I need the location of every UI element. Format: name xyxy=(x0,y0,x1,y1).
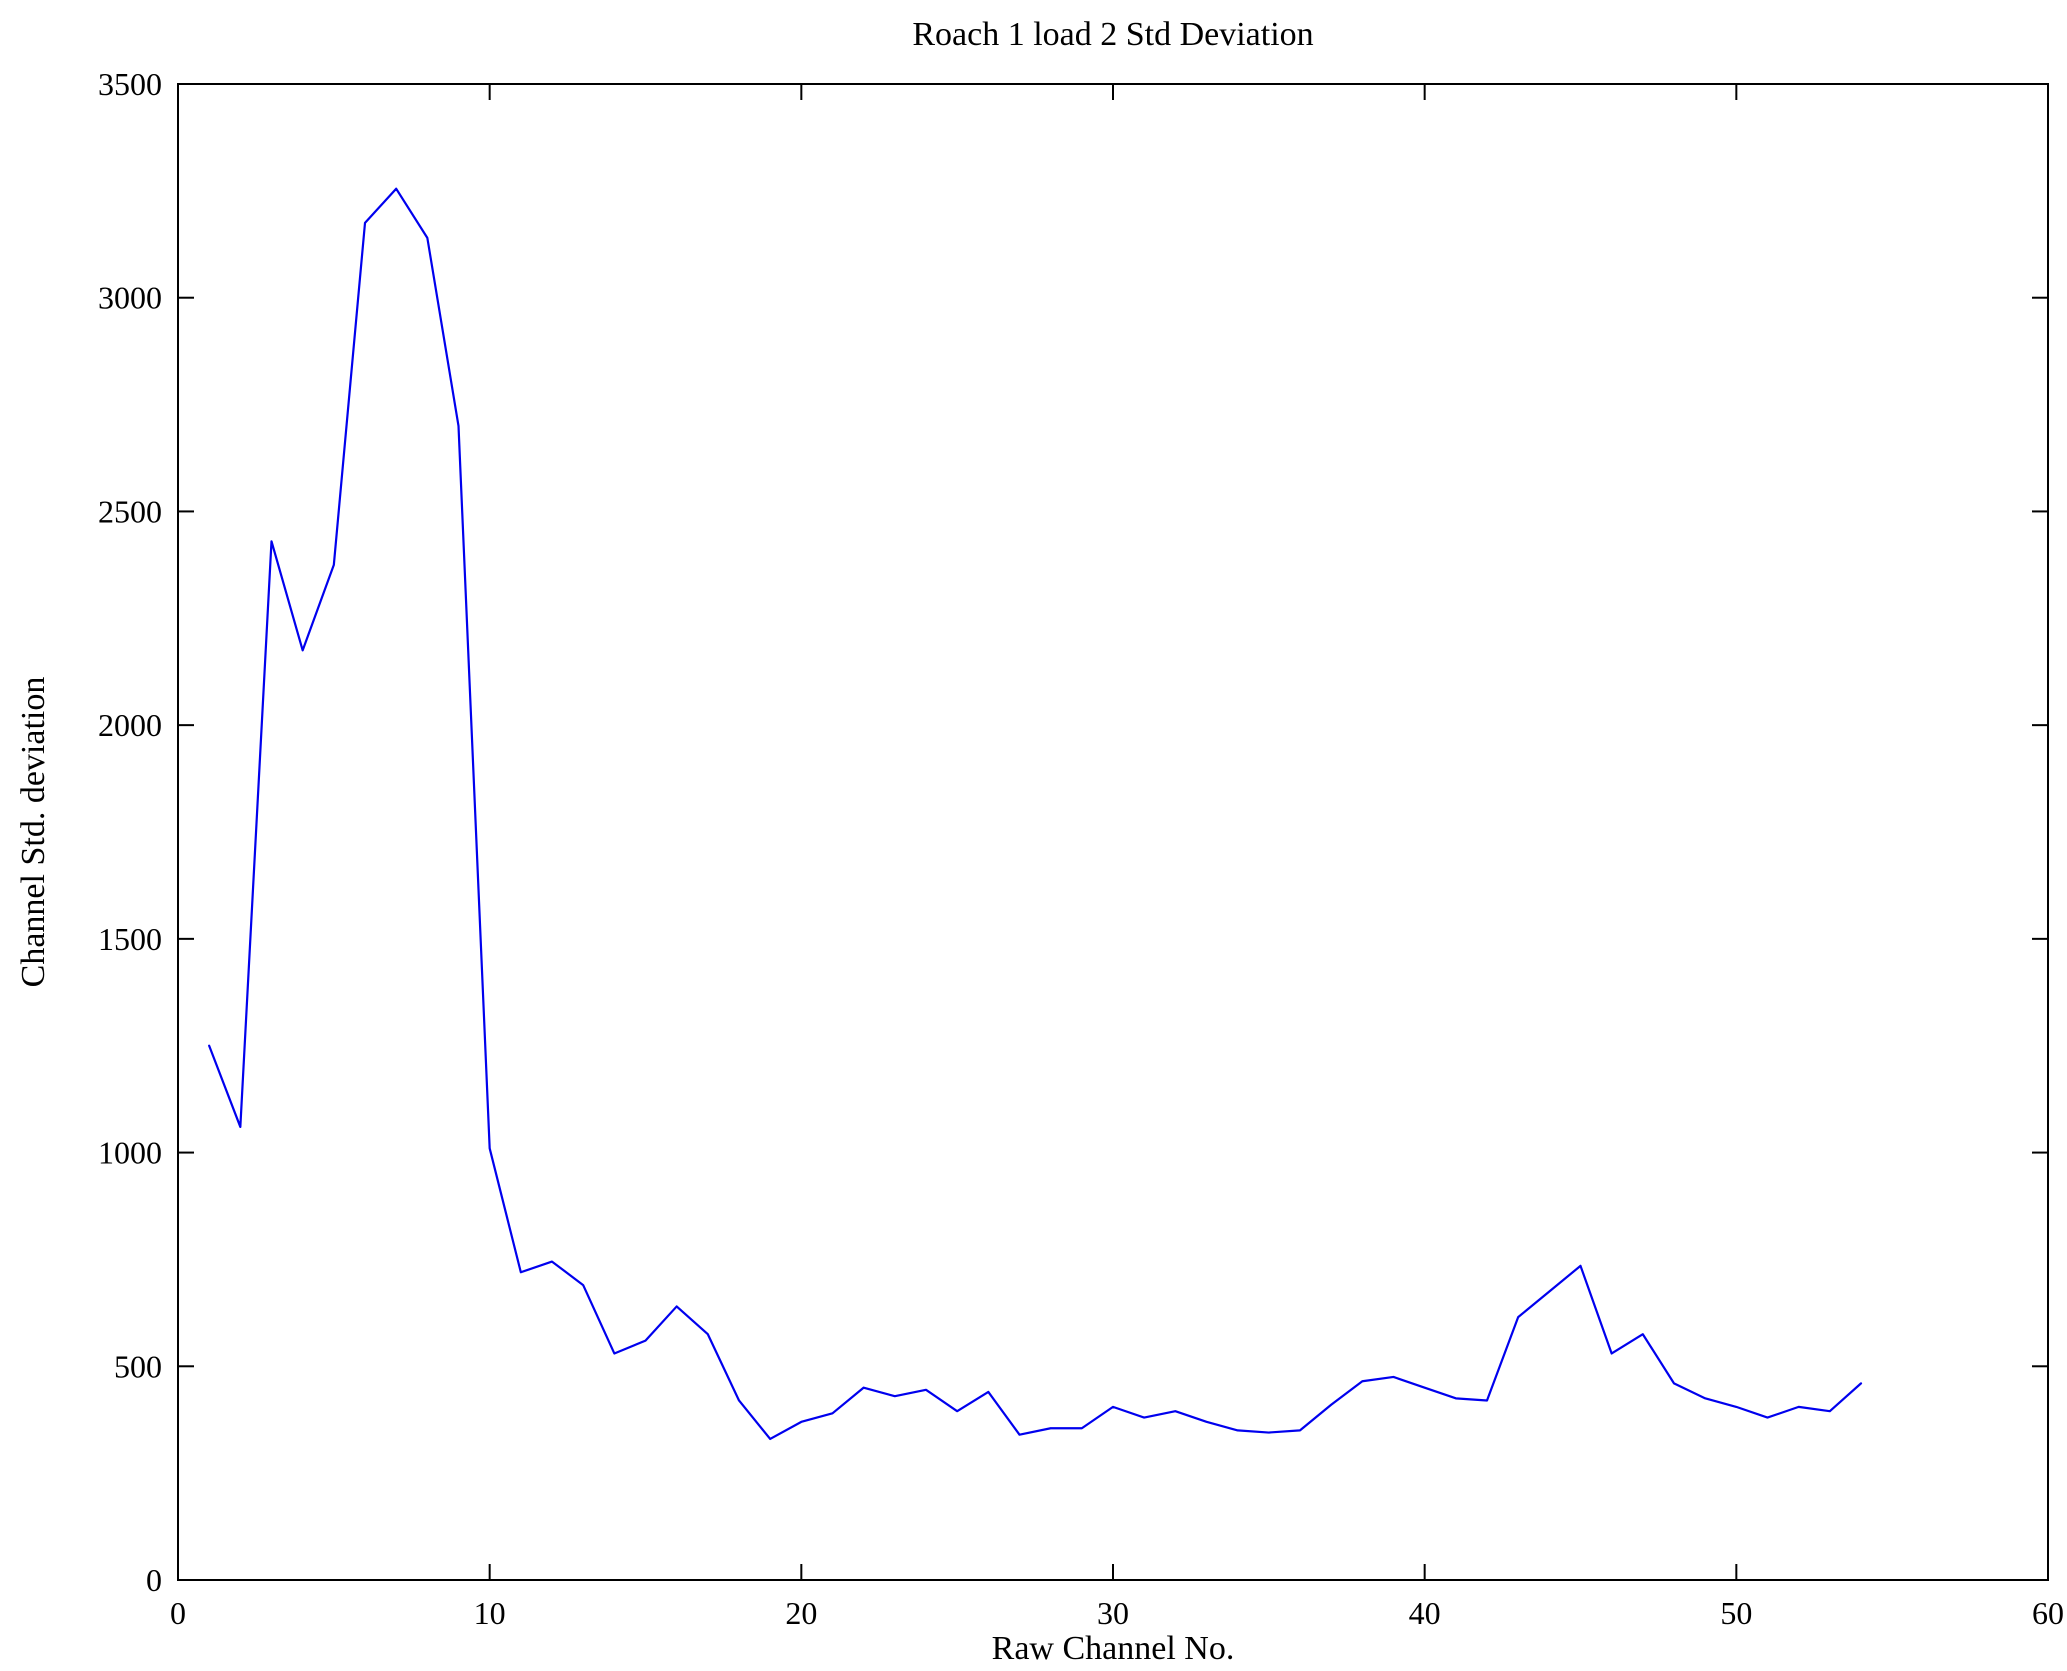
x-tick-label: 20 xyxy=(785,1595,817,1631)
y-tick-label: 1000 xyxy=(98,1135,162,1171)
x-tick-label: 0 xyxy=(170,1595,186,1631)
y-tick-label: 2000 xyxy=(98,707,162,743)
y-tick-label: 0 xyxy=(146,1562,162,1598)
y-tick-label: 3500 xyxy=(98,66,162,102)
x-tick-label: 60 xyxy=(2032,1595,2064,1631)
y-tick-label: 3000 xyxy=(98,280,162,316)
x-tick-label: 30 xyxy=(1097,1595,1129,1631)
axes-box xyxy=(177,83,2049,1581)
chart-title: Roach 1 load 2 Std Deviation xyxy=(912,16,1314,53)
x-axis-label: Raw Channel No. xyxy=(991,1630,1235,1667)
y-tick-label: 2500 xyxy=(98,493,162,529)
y-tick-label: 1500 xyxy=(98,921,162,957)
x-tick-label: 10 xyxy=(474,1595,506,1631)
y-tick-label: 500 xyxy=(114,1348,162,1384)
x-tick-label: 50 xyxy=(1720,1595,1752,1631)
line-series xyxy=(208,187,1863,1441)
x-tick-label: 40 xyxy=(1409,1595,1441,1631)
